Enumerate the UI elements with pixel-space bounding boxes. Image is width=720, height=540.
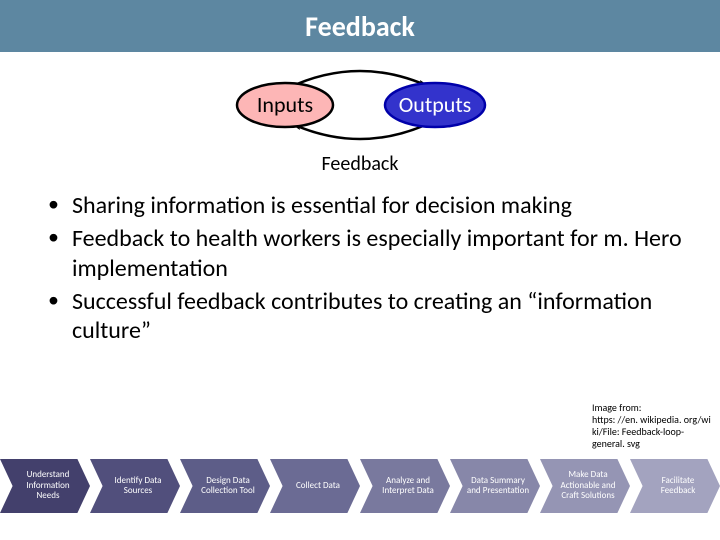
feedback-label: Feedback [322,152,399,176]
chevron-step: Analyze and Interpret Data [360,459,450,513]
chevron-step: Make Data Actionable and Craft Solutions [540,459,630,513]
chevron-label: Make Data Actionable and Craft Solutions [540,470,630,501]
bullet-item: Sharing information is essential for dec… [48,191,690,220]
chevron-step: Design Data Collection Tool [180,459,270,513]
chevron-step: Collect Data [270,459,360,513]
chevron-label: Identify Data Sources [90,476,180,497]
feedback-loop-svg: Inputs Outputs Feedback [190,60,530,180]
bullet-item: Feedback to health workers is especially… [48,224,690,283]
feedback-diagram: Inputs Outputs Feedback [0,52,720,187]
chevron-label: Understand Information Needs [0,470,90,501]
chevron-label: Collect Data [282,481,348,491]
attribution-line: general. svg [592,438,720,450]
chevron-label: Data Summary and Presentation [450,476,540,497]
chevron-step: Data Summary and Presentation [450,459,540,513]
title-bar: Feedback [0,0,720,52]
chevron-label: Design Data Collection Tool [180,476,270,497]
chevron-label: Facilitate Feedback [630,476,720,497]
slide-title: Feedback [305,9,415,44]
inputs-label: Inputs [257,91,313,118]
chevron-step: Identify Data Sources [90,459,180,513]
image-attribution: Image from: https: //en. wikipedia. org/… [592,402,720,450]
chevron-step: Facilitate Feedback [630,459,720,513]
process-chevrons: Understand Information Needs Identify Da… [0,456,720,516]
bullet-item: Successful feedback contributes to creat… [48,287,690,346]
chevron-step: Understand Information Needs [0,459,90,513]
outputs-label: Outputs [399,91,472,118]
chevron-label: Analyze and Interpret Data [360,476,450,497]
bullet-list: Sharing information is essential for dec… [0,187,720,345]
